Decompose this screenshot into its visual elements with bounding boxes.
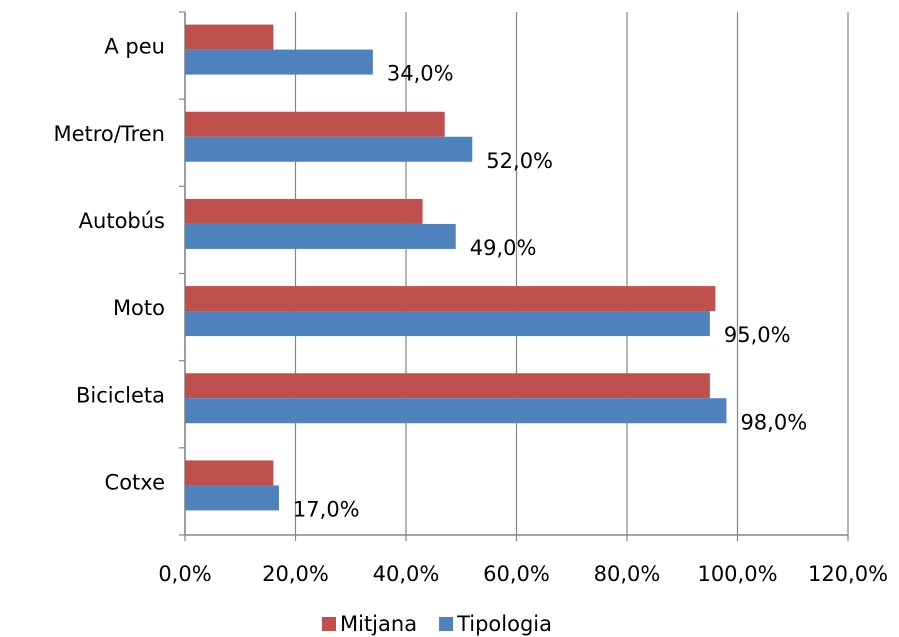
value-label: 98,0% <box>740 410 807 434</box>
x-tick-label: 100,0% <box>697 562 777 586</box>
legend-label: Mitjana <box>340 612 417 636</box>
bar <box>185 311 710 337</box>
x-tick-label: 60,0% <box>483 562 550 586</box>
y-tick-label: A peu <box>104 35 165 59</box>
value-label: 17,0% <box>293 497 360 521</box>
bar <box>185 398 727 424</box>
legend-swatch <box>439 617 454 631</box>
legend-label: Tipologia <box>456 612 552 636</box>
bar <box>185 485 279 511</box>
x-tick-label: 120,0% <box>808 562 888 586</box>
value-label: 34,0% <box>387 62 454 86</box>
bar <box>185 198 423 224</box>
y-tick-label: Autobús <box>79 209 165 233</box>
bar <box>185 286 716 312</box>
y-tick-label: Cotxe <box>105 470 165 494</box>
bar <box>185 24 274 50</box>
bar <box>185 136 473 162</box>
x-tick-label: 0,0% <box>158 562 211 586</box>
value-label: 95,0% <box>724 323 791 347</box>
x-tick-label: 80,0% <box>594 562 661 586</box>
y-tick-label: Moto <box>113 296 165 320</box>
legend-swatch <box>322 617 336 631</box>
value-label: 49,0% <box>470 236 537 260</box>
x-tick-label: 20,0% <box>262 562 329 586</box>
bar <box>185 373 710 399</box>
bar <box>185 111 445 137</box>
x-tick-label: 40,0% <box>373 562 440 586</box>
y-tick-label: Metro/Tren <box>53 122 165 146</box>
value-label: 52,0% <box>486 149 553 173</box>
bar <box>185 49 373 75</box>
y-tick-label: Bicicleta <box>76 383 165 407</box>
bar <box>185 460 274 486</box>
bar <box>185 223 456 249</box>
